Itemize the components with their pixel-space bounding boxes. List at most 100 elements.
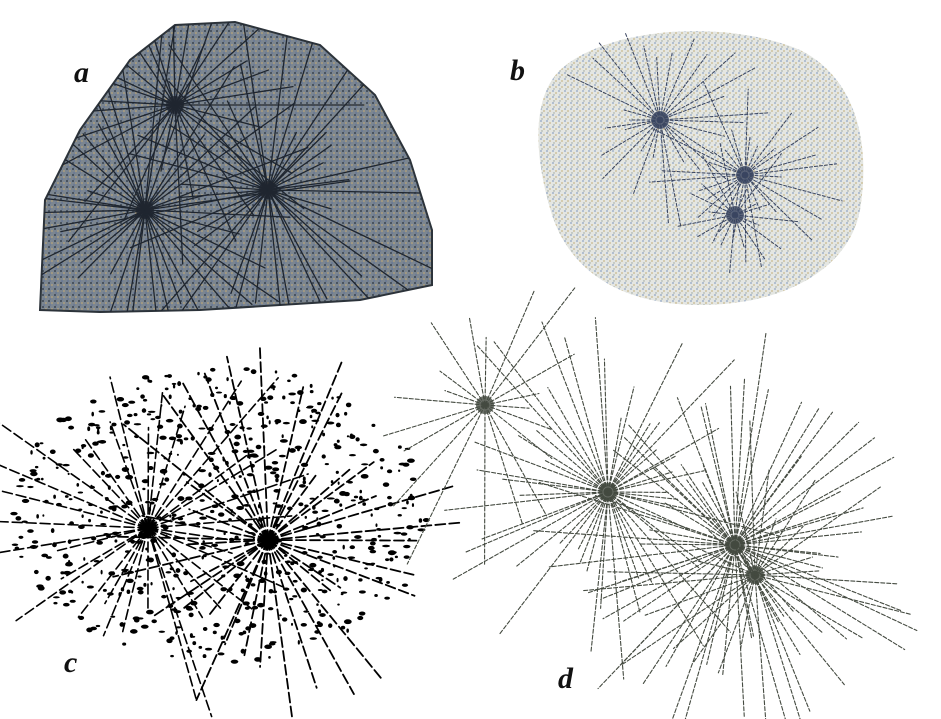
astral-ray <box>582 574 756 592</box>
granule <box>327 573 334 576</box>
granule <box>339 503 343 507</box>
granule <box>55 466 59 470</box>
astral-ray <box>97 123 146 211</box>
astral-ray <box>444 491 609 511</box>
granule <box>115 474 121 479</box>
astral-ray <box>267 189 328 300</box>
granule <box>268 420 271 425</box>
astral-ray <box>656 57 661 121</box>
granule <box>198 427 206 430</box>
astral-ray <box>607 455 676 493</box>
astral-ray <box>643 45 661 121</box>
astral-ray <box>603 358 609 493</box>
granule <box>183 437 189 441</box>
granule <box>39 442 44 445</box>
granule <box>337 603 340 606</box>
granule <box>317 589 323 592</box>
astral-ray <box>680 464 736 546</box>
granule <box>300 622 307 627</box>
astral-ray <box>111 535 269 541</box>
granule <box>96 430 100 435</box>
granule <box>243 504 251 507</box>
astral-ray <box>607 491 680 500</box>
astral-ray <box>692 574 756 664</box>
astral-ray <box>735 491 756 576</box>
granule <box>60 571 65 575</box>
granule <box>288 392 296 396</box>
astral-ray <box>744 88 749 176</box>
granule <box>198 469 206 473</box>
granule <box>177 381 182 387</box>
cell-a <box>38 20 433 314</box>
astral-ray <box>77 527 149 618</box>
astral-ray <box>594 317 609 493</box>
astral-ray <box>754 556 814 576</box>
astral-ray <box>706 544 736 665</box>
granule <box>266 415 269 420</box>
astral-ray <box>484 404 548 517</box>
granule <box>90 626 97 631</box>
granule <box>389 557 394 562</box>
astral-ray <box>734 544 918 632</box>
astral-ray <box>40 209 146 293</box>
granule <box>401 507 407 510</box>
astral-ray <box>267 484 457 541</box>
centrosome <box>736 166 754 184</box>
astral-ray <box>734 378 746 546</box>
granule <box>340 593 344 596</box>
granule <box>223 531 226 536</box>
granule <box>305 406 314 409</box>
granule <box>349 545 356 550</box>
granule <box>240 648 246 654</box>
astral-ray <box>744 174 813 241</box>
granule <box>291 622 294 626</box>
astral-ray <box>541 321 609 493</box>
astral-ray <box>194 189 269 247</box>
astral-ray <box>744 174 763 269</box>
astral-ray <box>718 214 736 233</box>
granule <box>141 479 150 484</box>
astral-ray <box>579 491 609 563</box>
astral-ray <box>671 544 736 719</box>
granule <box>346 435 350 438</box>
granule <box>18 535 24 539</box>
granule <box>226 377 229 382</box>
granule <box>398 469 401 472</box>
astral-ray <box>67 104 176 243</box>
granule <box>129 629 138 634</box>
granule <box>369 541 376 546</box>
granule <box>319 613 326 617</box>
astral-ray <box>744 126 819 176</box>
granule <box>382 482 390 487</box>
astral-ray <box>392 404 486 507</box>
astral-ray <box>267 539 416 597</box>
astral-ray <box>607 422 660 493</box>
astral-ray <box>168 81 269 191</box>
granule <box>304 515 308 519</box>
granule <box>343 619 352 625</box>
granule <box>268 588 274 594</box>
granule <box>309 637 317 640</box>
astral-ray <box>659 119 682 227</box>
granule <box>359 489 363 494</box>
astral-ray <box>594 494 736 546</box>
astral-ray <box>519 491 609 496</box>
astral-ray <box>651 128 746 176</box>
astral-ray <box>659 119 700 170</box>
granule <box>279 614 282 617</box>
granule <box>121 403 129 408</box>
granule <box>268 656 271 659</box>
granule <box>230 659 239 664</box>
granule <box>264 401 269 404</box>
astral-ray <box>476 344 609 493</box>
granule <box>168 436 176 441</box>
granule <box>68 498 73 501</box>
astral-ray <box>468 316 486 406</box>
astral-ray <box>267 539 342 589</box>
astral-ray <box>665 544 736 667</box>
granule <box>92 441 99 446</box>
granule <box>274 370 278 374</box>
granule <box>379 458 385 462</box>
astral-ray <box>62 157 146 211</box>
astral-ray <box>518 435 609 493</box>
